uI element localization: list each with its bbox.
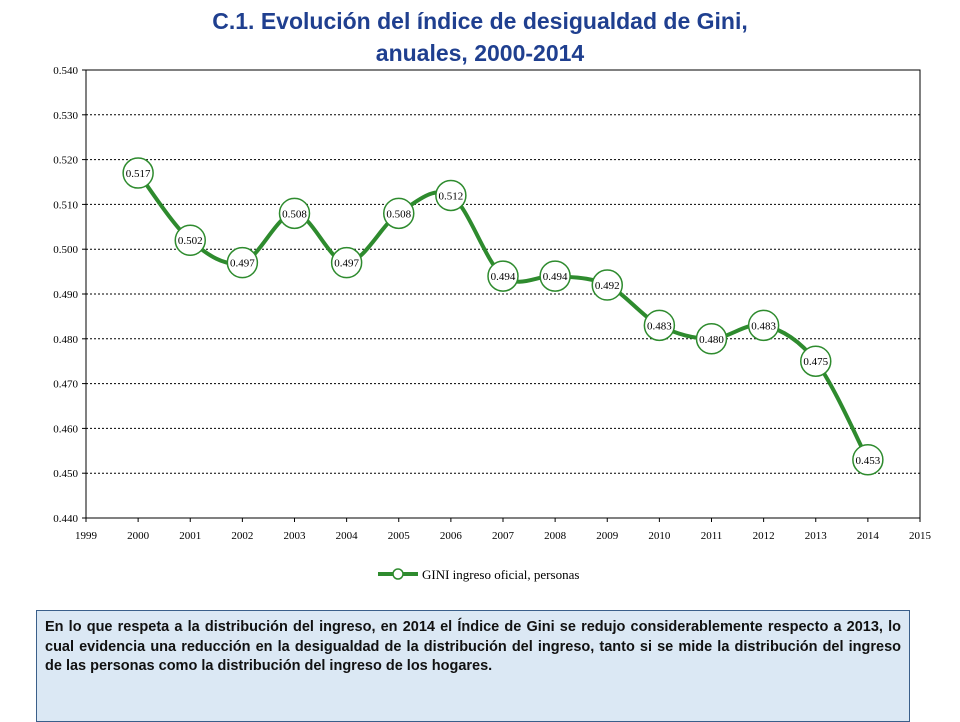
data-label: 0.492 [595,280,620,292]
data-label: 0.483 [751,320,776,332]
data-point [383,197,415,230]
data-label: 0.475 [803,356,828,368]
data-point [800,345,832,377]
y-tick-label: 0.510 [53,199,78,211]
y-tick-label: 0.490 [53,289,78,301]
data-point [330,246,363,279]
data-point [539,260,571,292]
data-label: 0.497 [334,258,359,270]
y-tick-label: 0.460 [53,423,78,435]
x-tick-label: 2015 [909,530,932,542]
x-tick-label: 2003 [284,530,307,542]
data-point [435,179,467,212]
data-point [695,323,728,355]
data-point [852,444,884,476]
data-label: 0.483 [647,320,672,332]
x-tick-label: 2010 [648,530,671,542]
data-label: 0.494 [543,271,568,283]
x-tick-label: 2014 [857,530,880,542]
legend-label: GINI ingreso oficial, personas [422,567,579,582]
data-point [122,157,154,189]
data-label: 0.517 [126,168,151,180]
data-label: 0.494 [491,271,516,283]
chart-title-line2: anuales, 2000-2014 [375,40,585,66]
x-tick-label: 2004 [336,530,359,542]
chart-title-line1: C.1. Evolución del índice de desigualdad… [212,8,748,34]
x-tick-label: 2007 [492,530,515,542]
y-tick-label: 0.440 [53,513,78,525]
data-label: 0.508 [386,208,411,220]
data-point [226,246,259,279]
data-point [643,309,676,342]
x-tick-label: 2002 [231,530,253,542]
data-label: 0.508 [282,208,307,220]
x-tick-label: 2005 [388,530,411,542]
data-label: 0.502 [178,235,203,247]
data-point [747,309,780,342]
explanatory-note: En lo que respeta a la distribución del … [36,610,910,722]
y-tick-label: 0.530 [53,110,78,122]
y-tick-label: 0.480 [53,334,78,346]
y-tick-label: 0.470 [53,379,78,391]
data-point [174,224,206,256]
x-tick-label: 1999 [75,530,98,542]
data-label: 0.512 [439,190,464,202]
y-tick-label: 0.450 [53,468,78,480]
data-label: 0.453 [856,455,881,467]
y-tick-label: 0.540 [53,65,78,77]
y-tick-label: 0.500 [53,244,78,256]
x-tick-label: 2012 [753,530,775,542]
x-tick-label: 2013 [805,530,828,542]
data-point [278,197,311,230]
x-tick-label: 2006 [440,530,463,542]
data-label: 0.497 [230,258,255,270]
x-tick-label: 2001 [179,530,201,542]
y-tick-label: 0.520 [53,155,78,167]
x-tick-label: 2008 [544,530,567,542]
x-tick-label: 2000 [127,530,150,542]
x-tick-label: 2011 [701,530,723,542]
data-point [487,260,519,292]
data-point [591,269,623,301]
gini-line-chart: 0.440 0.450 0.460 0.470 0.480 0.490 0.500 0.510… [53,65,932,582]
legend-marker [392,568,404,580]
data-label: 0.480 [699,334,724,346]
x-tick-label: 2009 [596,530,619,542]
